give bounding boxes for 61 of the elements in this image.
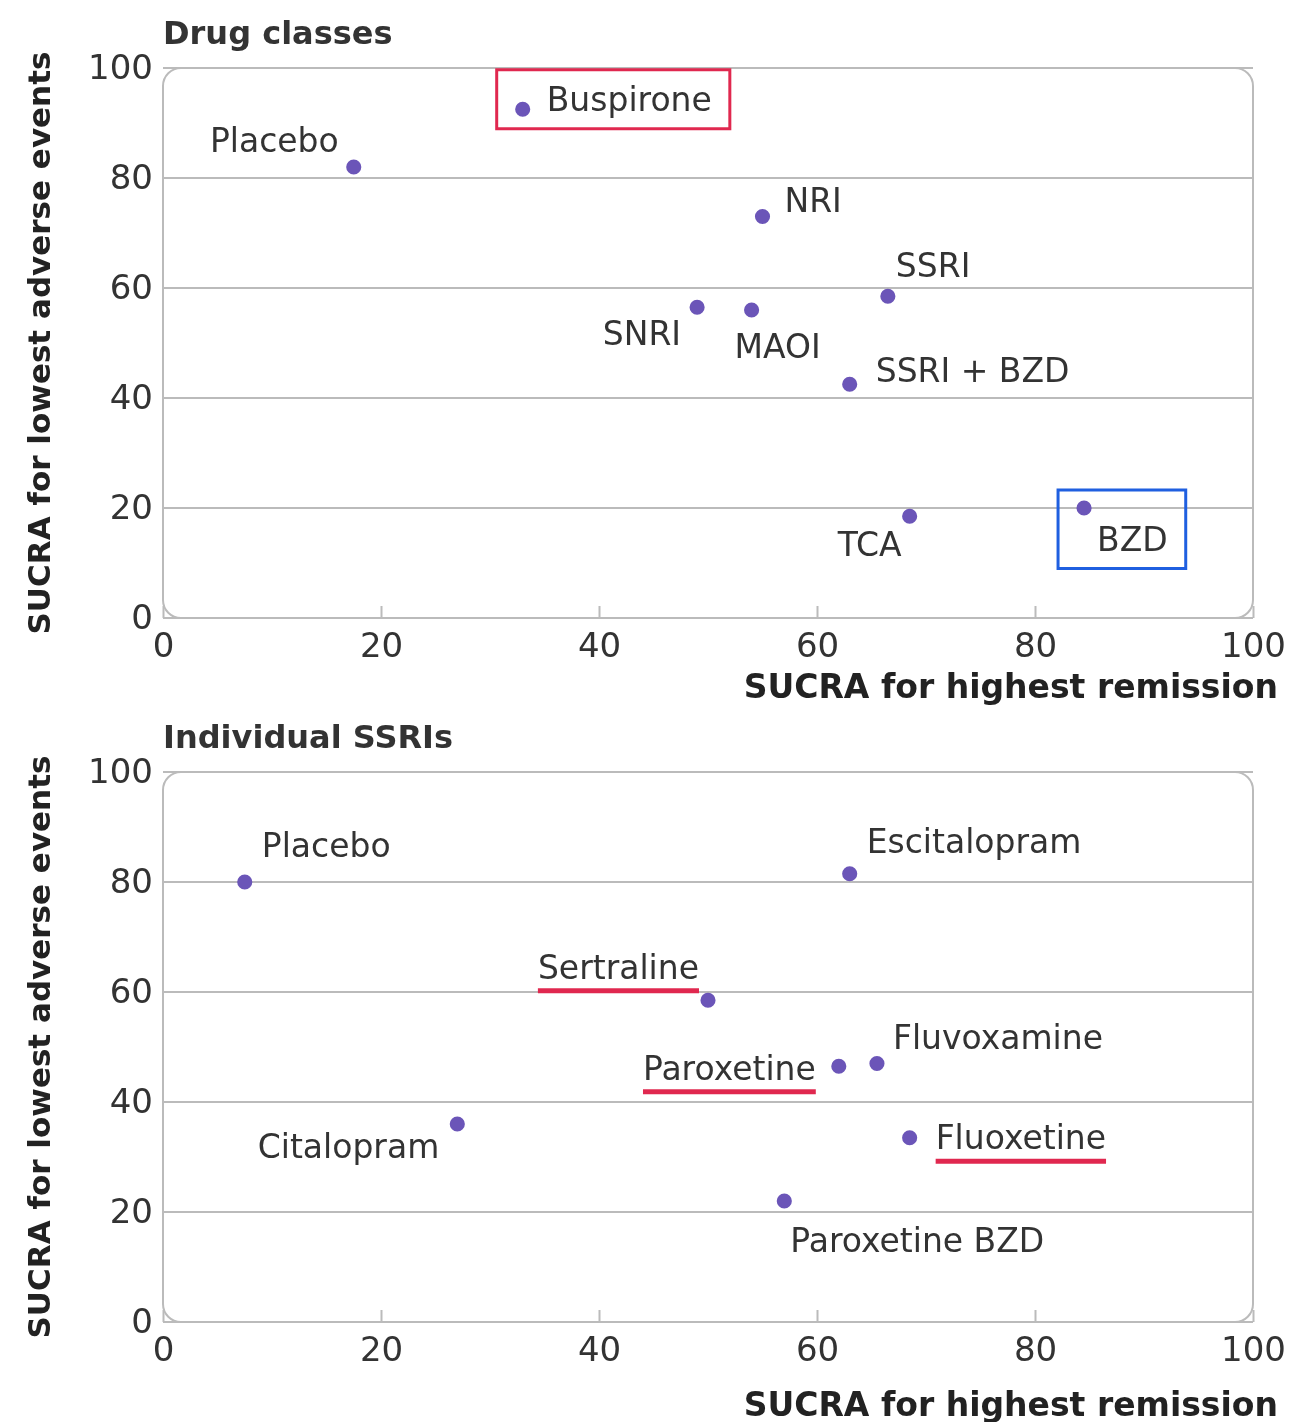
x-tick-label: 80 (1013, 624, 1058, 665)
chart-title: Individual SSRIs (163, 718, 454, 756)
x-tick-label: 40 (577, 624, 622, 665)
point (776, 1193, 792, 1209)
point (754, 208, 771, 225)
point (831, 1058, 847, 1074)
series-label: SNRI (602, 313, 682, 353)
point (880, 288, 896, 304)
point (689, 299, 705, 315)
point (842, 866, 858, 882)
series-label: Placebo (261, 825, 391, 865)
point (515, 101, 531, 117)
y-tick-label: 20 (109, 487, 153, 528)
chart-title: Drug classes (163, 14, 393, 52)
point (449, 1116, 465, 1132)
point (869, 1055, 885, 1072)
x-tick-label: 40 (577, 1328, 622, 1369)
y-axis-title: SUCRA for lowest adverse events (21, 51, 57, 635)
point (902, 1130, 918, 1146)
y-tick-label: 0 (131, 1301, 153, 1342)
y-tick-label: 20 (109, 1191, 153, 1232)
series-label: Placebo (209, 120, 339, 160)
series-label: Paroxetine BZD (790, 1220, 1045, 1260)
series-label: Fluoxetine (935, 1118, 1107, 1158)
point (1076, 500, 1092, 516)
y-tick-label: 40 (109, 377, 153, 418)
series-label: NRI (784, 181, 842, 220)
x-tick-label: 20 (359, 624, 404, 665)
y-axis-title: SUCRA for lowest adverse events (21, 755, 57, 1339)
x-tick-label: 60 (795, 1328, 840, 1369)
x-axis-title: SUCRA for highest remission (743, 667, 1278, 706)
series-label: Citalopram (257, 1126, 440, 1166)
x-tick-label: 80 (1013, 1328, 1058, 1369)
point (700, 992, 716, 1008)
y-tick-label: 40 (109, 1081, 153, 1122)
series-label: Buspirone (546, 79, 712, 119)
series-label: MAOI (734, 326, 821, 366)
y-tick-label: 60 (109, 971, 153, 1012)
series-label: Paroxetine (642, 1048, 816, 1088)
x-tick-label: 100 (1221, 624, 1286, 665)
point (346, 159, 362, 175)
point (902, 508, 918, 524)
x-tick-label: 100 (1221, 1328, 1286, 1369)
series-label: Fluvoxamine (892, 1018, 1104, 1057)
x-tick-label: 20 (359, 1328, 404, 1369)
y-tick-label: 80 (109, 157, 153, 198)
series-label: TCA (836, 524, 903, 564)
point (842, 376, 858, 392)
series-label: Sertraline (537, 947, 699, 987)
x-tick-label: 60 (795, 624, 840, 665)
series-label: SSRI (895, 245, 971, 285)
y-tick-label: 100 (88, 47, 153, 88)
y-tick-label: 80 (109, 861, 153, 902)
y-tick-label: 0 (131, 597, 153, 638)
series-label: BZD (1097, 519, 1168, 559)
y-tick-label: 100 (88, 751, 153, 792)
point (237, 874, 253, 890)
point (744, 302, 760, 318)
series-label: SSRI + BZD (875, 350, 1070, 390)
y-tick-label: 60 (109, 267, 153, 308)
series-label: Escitalopram (866, 822, 1082, 862)
